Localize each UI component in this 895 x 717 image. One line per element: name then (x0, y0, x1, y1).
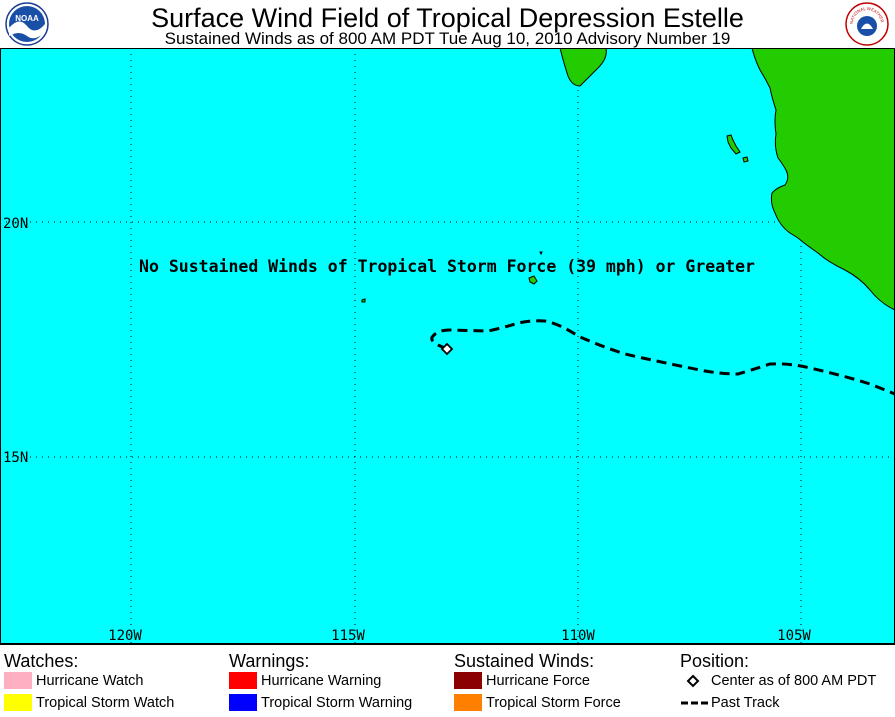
baja-california-tip (559, 48, 607, 87)
mexico-mainland (751, 48, 895, 311)
wind-notice: No Sustained Winds of Tropical Storm For… (139, 257, 755, 276)
map: No Sustained Winds of Tropical Storm For… (0, 48, 895, 644)
land (361, 48, 895, 311)
tres-marias-small-island (742, 156, 749, 163)
tropical-storm-watch-swatch (4, 694, 32, 711)
past-track-label: Past Track (711, 695, 780, 711)
lon-label-120w: 120W (108, 628, 142, 644)
lon-label-110w: 110W (561, 628, 595, 644)
tres-marias-island (726, 134, 741, 155)
tropical-storm-warning-label: Tropical Storm Warning (261, 695, 413, 711)
lat-label-15n: 15N (3, 450, 28, 466)
past-track (430, 319, 895, 396)
lon-label-105w: 105W (777, 628, 811, 644)
storm-center-marker (440, 342, 454, 356)
hurricane-force-swatch (454, 672, 482, 689)
nws-logo-icon: NATIONAL WEATHER SERVICE (845, 2, 889, 46)
socorro-island (528, 275, 538, 285)
hurricane-warning-swatch (229, 672, 257, 689)
diamond-icon (686, 674, 700, 688)
hurricane-warning-label: Hurricane Warning (261, 673, 382, 689)
legend-winds-heading: Sustained Winds: (454, 651, 595, 671)
tropical-storm-watch-label: Tropical Storm Watch (36, 695, 175, 711)
legend: Watches: Hurricane Watch Tropical Storm … (0, 644, 895, 717)
san-benedicto-island (361, 298, 366, 303)
center-position-label: Center as of 800 AM PDT (711, 673, 877, 689)
hurricane-force-label: Hurricane Force (486, 673, 590, 689)
dashed-line-icon (681, 701, 709, 705)
tropical-storm-force-label: Tropical Storm Force (486, 695, 621, 711)
tropical-storm-force-swatch (454, 694, 482, 711)
hurricane-watch-swatch (4, 672, 32, 689)
page-subtitle: Sustained Winds as of 800 AM PDT Tue Aug… (164, 29, 731, 48)
lat-label-20n: 20N (3, 216, 28, 232)
hurricane-watch-label: Hurricane Watch (36, 673, 144, 689)
noaa-logo-icon: NOAA (5, 2, 49, 46)
page-title: Surface Wind Field of Tropical Depressio… (151, 3, 744, 33)
legend-warnings-heading: Warnings: (229, 651, 310, 671)
clarion-islet (539, 251, 543, 256)
lon-label-115w: 115W (331, 628, 365, 644)
legend-position-heading: Position: (680, 651, 750, 671)
legend-watches-heading: Watches: (4, 651, 79, 671)
noaa-logo-text: NOAA (15, 14, 39, 23)
tropical-storm-warning-swatch (229, 694, 257, 711)
header: NOAA Surface Wind Field of Tropical Depr… (0, 0, 895, 48)
